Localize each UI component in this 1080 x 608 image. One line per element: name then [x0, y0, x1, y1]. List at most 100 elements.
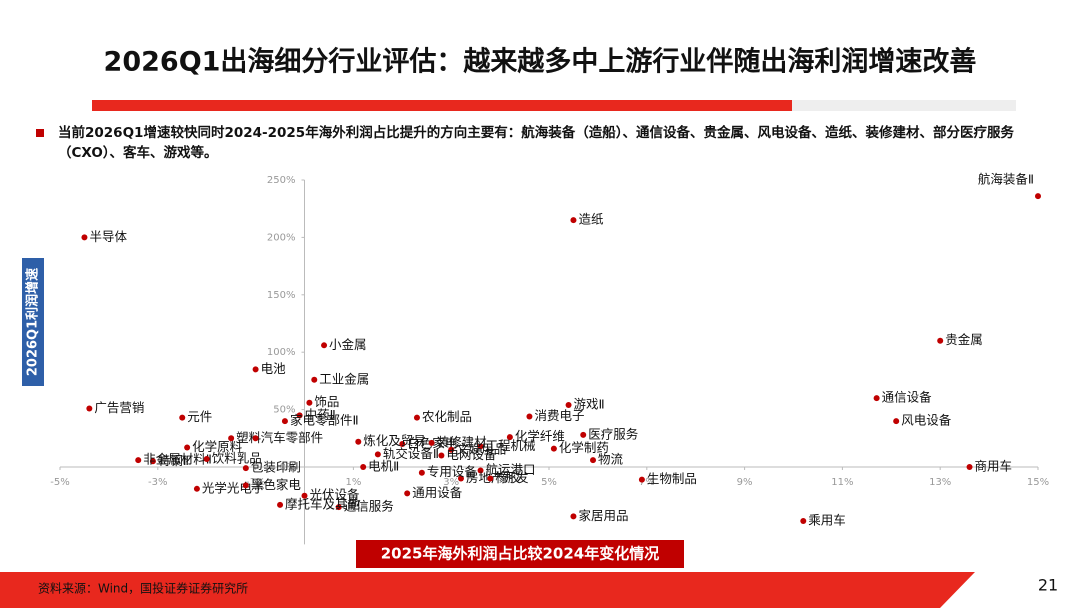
point-label: 航运港口: [486, 462, 536, 477]
x-tick-label: 3%: [443, 477, 459, 488]
bullet-text: 当前2026Q1增速较快同时2024-2025年海外利润占比提升的方向主要有：航…: [58, 125, 1014, 161]
point: [873, 395, 880, 402]
point-label: 橡胶: [495, 470, 520, 485]
point: [81, 234, 88, 241]
x-tick-label: 11%: [831, 477, 853, 488]
y-axis-label: 2026Q1利润增速: [25, 268, 41, 376]
point-label: 装修建材: [437, 434, 487, 449]
point: [301, 492, 308, 499]
y-tick-label: 250%: [267, 175, 296, 186]
point: [428, 439, 435, 446]
point-label: 化学原料: [192, 439, 243, 454]
point-label: 非金属材料Ⅱ: [143, 452, 212, 467]
point-label: 文娱用品: [456, 441, 506, 456]
point-label: 乘用车: [808, 512, 846, 527]
point-label: 化学纤维: [515, 429, 565, 444]
point-label: 元件: [187, 409, 212, 424]
point-label: 航海装备Ⅱ: [978, 172, 1034, 187]
point: [526, 413, 533, 420]
point-label: 商用车: [975, 459, 1013, 474]
x-tick-label: 13%: [929, 477, 951, 488]
point: [893, 418, 900, 425]
x-tick-label: 5%: [541, 477, 557, 488]
footer-gap: [950, 572, 1080, 608]
point: [477, 467, 484, 474]
y-label-box: [22, 258, 44, 386]
bullet-icon: [36, 129, 44, 137]
point-label: 物流: [598, 452, 624, 467]
title-bar: [92, 100, 792, 111]
point: [487, 475, 494, 482]
x-axis-label: 2025年海外利润占比较2024年变化情况: [381, 545, 660, 563]
page-number: 21: [1038, 576, 1058, 595]
point: [457, 475, 464, 482]
point: [252, 366, 259, 373]
point-label: 摩托车及其他: [285, 496, 361, 511]
point-label: 化学制药: [559, 440, 609, 455]
point-label: 造纸: [578, 212, 604, 227]
y-tick-label: 200%: [267, 232, 296, 243]
point-label: 小金属: [329, 337, 367, 352]
x-tick-label: -3%: [148, 477, 167, 488]
point: [86, 405, 93, 412]
point: [565, 402, 572, 409]
point-label: 电网设备: [446, 447, 497, 462]
point-label: 工程机械: [486, 438, 537, 453]
point: [590, 457, 597, 464]
point: [252, 435, 259, 442]
point: [228, 435, 235, 442]
source-note: 资料来源：Wind，国投证券证券研究所: [38, 581, 248, 596]
point: [438, 452, 445, 459]
point: [800, 517, 807, 524]
point: [404, 490, 411, 497]
point: [203, 455, 210, 462]
y-tick-label: 0%: [280, 462, 296, 473]
point-label: 通信服务: [344, 499, 394, 514]
point-label: 中药Ⅱ: [305, 407, 336, 422]
point: [179, 414, 186, 421]
x-tick-label: 15%: [1027, 477, 1049, 488]
x-label-box: [356, 540, 684, 568]
x-tick-label: -1%: [246, 477, 265, 488]
point: [570, 217, 577, 224]
point-label: 房地产开发: [466, 470, 529, 485]
y-tick-label: 150%: [267, 290, 296, 301]
point: [281, 418, 288, 425]
point-label: 光伏设备: [310, 487, 361, 502]
point: [184, 444, 191, 451]
point: [1035, 193, 1041, 200]
point: [638, 476, 645, 483]
title-bar-tail: [792, 100, 1016, 111]
point: [335, 504, 342, 511]
y-tick-label: 50%: [273, 405, 295, 416]
x-tick-label: -5%: [50, 477, 69, 488]
x-tick-label: 9%: [737, 477, 753, 488]
point-label: 包装印刷: [251, 460, 301, 475]
point-label: 工业金属: [319, 371, 369, 386]
x-tick-label: 1%: [345, 477, 361, 488]
point-label: 生物制品: [647, 471, 697, 486]
plot: 0% 50% 100% 150% 200% 250% -5% -3% -1% 1% 3% 5% 7% 9%…: [50, 172, 1049, 545]
point-label: 黑色家电: [251, 477, 302, 492]
y-tick-label: 100%: [267, 347, 296, 358]
point: [360, 464, 367, 470]
point-label: 消费电子: [534, 408, 584, 423]
point-label: 汽车零部件: [261, 430, 324, 445]
point-label: 通用设备: [412, 485, 463, 500]
bullet-box: 当前2026Q1增速较快同时2024-2025年海外利润占比提升的方向主要有：航…: [58, 125, 1014, 161]
footer-band: [0, 572, 975, 608]
point: [321, 342, 328, 349]
point-label: 电机Ⅱ: [368, 459, 399, 474]
point-label: 轨交设备Ⅱ: [383, 446, 439, 461]
point-label: 风电设备: [901, 413, 952, 428]
point: [413, 414, 420, 421]
point-label: 专用设备: [427, 464, 478, 479]
point-label: 广告营销: [94, 400, 144, 415]
point: [580, 431, 587, 438]
point: [242, 482, 249, 489]
point-label: 饮料乳品: [212, 450, 262, 465]
point: [550, 445, 557, 452]
point: [418, 469, 425, 476]
